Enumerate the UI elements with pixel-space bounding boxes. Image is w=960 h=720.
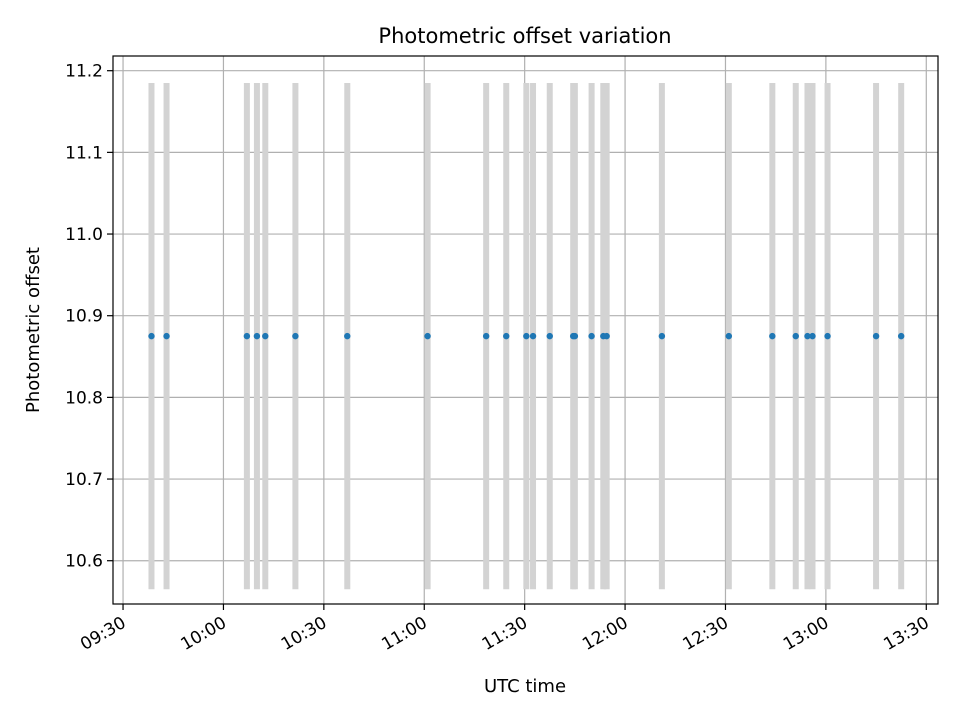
data-point: [523, 332, 530, 340]
data-point: [824, 332, 831, 340]
data-point: [658, 332, 666, 340]
y-tick-label: 10.9: [65, 307, 103, 327]
data-point: [243, 332, 251, 340]
data-point: [872, 332, 880, 340]
y-tick-label: 10.7: [65, 470, 103, 490]
data-point: [344, 332, 351, 340]
y-axis-ticks: 10.6 10.7 10.8 10.9 11.0 11.1 11.2: [65, 62, 113, 572]
data-point: [603, 332, 610, 340]
data-point: [571, 332, 579, 340]
y-tick-label: 10.6: [65, 552, 103, 572]
y-tick-label: 10.8: [65, 388, 103, 408]
data-point: [897, 332, 905, 340]
data-point: [809, 332, 816, 340]
data-point: [424, 332, 431, 340]
data-point: [148, 332, 155, 340]
data-point: [503, 332, 510, 340]
data-point: [804, 332, 811, 340]
data-point: [769, 332, 776, 340]
chart-title: Photometric offset variation: [378, 24, 671, 48]
data-point: [529, 332, 537, 340]
data-point: [588, 332, 595, 340]
data-points: [148, 332, 905, 340]
y-tick-label: 11.1: [65, 143, 103, 163]
data-point: [262, 332, 269, 340]
data-point: [546, 332, 553, 340]
y-axis-label: Photometric offset: [23, 247, 44, 413]
y-tick-label: 11.2: [65, 62, 103, 82]
data-point: [292, 332, 299, 340]
data-point: [253, 332, 261, 340]
plot-area-frame: [112, 55, 939, 605]
data-point: [163, 332, 170, 340]
y-tick-label: 11.0: [65, 225, 103, 245]
data-point: [792, 332, 799, 340]
data-point: [482, 332, 490, 340]
x-axis-label: UTC time: [484, 676, 566, 697]
data-point: [725, 332, 733, 340]
